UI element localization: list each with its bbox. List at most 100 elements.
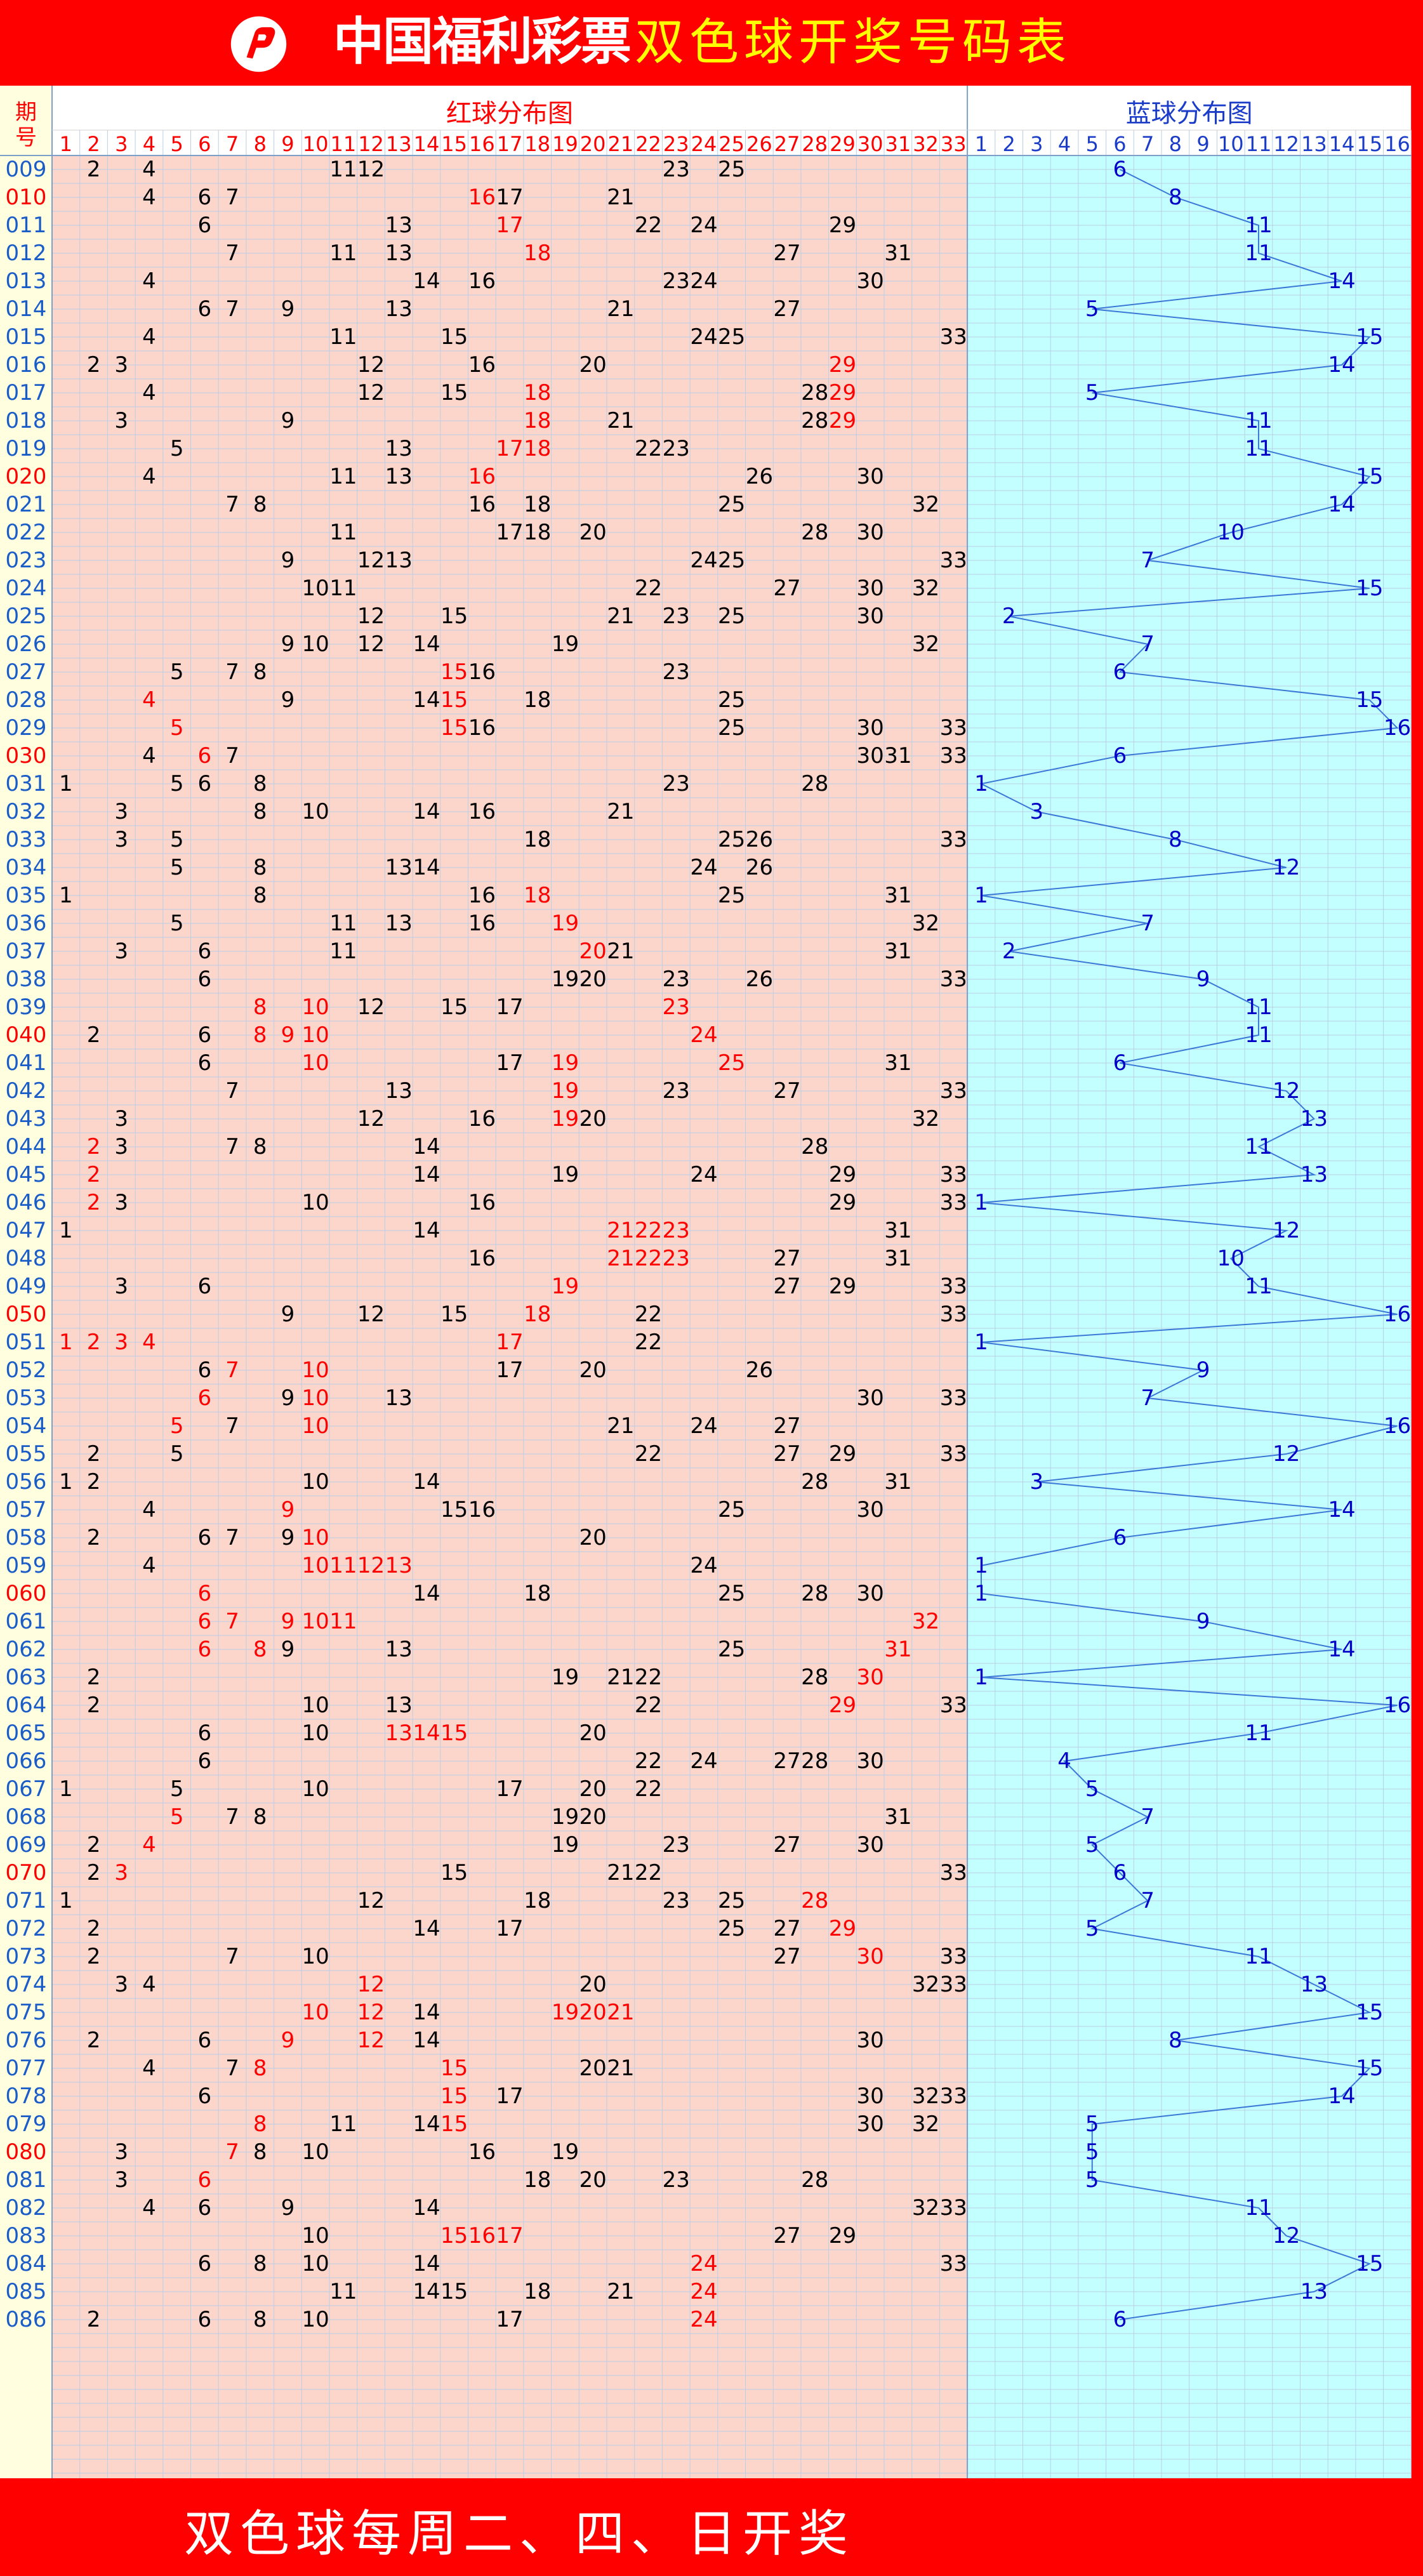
red-ball: 11 <box>329 911 357 936</box>
red-ball: 10 <box>302 2307 329 2332</box>
red-number-header: 9 <box>281 132 294 156</box>
red-ball: 21 <box>607 1218 634 1243</box>
blue-ball: 11 <box>1245 213 1272 238</box>
red-ball: 10 <box>302 631 329 657</box>
red-ball: 7 <box>225 1413 239 1439</box>
period-label: 079 <box>6 2111 47 2137</box>
red-ball: 33 <box>940 1078 967 1104</box>
red-ball: 29 <box>829 352 856 378</box>
red-ball: 2 <box>87 157 101 182</box>
blue-ball: 12 <box>1273 1218 1300 1243</box>
period-label: 049 <box>6 1274 47 1299</box>
red-ball: 7 <box>225 492 239 517</box>
period-label: 058 <box>6 1525 47 1550</box>
blue-ball: 14 <box>1328 1637 1355 1662</box>
red-ball: 31 <box>884 1050 911 1076</box>
red-ball: 7 <box>225 1944 239 1969</box>
red-number-header: 5 <box>170 132 183 156</box>
period-label: 012 <box>6 241 47 266</box>
red-ball: 5 <box>170 1413 184 1439</box>
red-ball: 7 <box>225 296 239 322</box>
blue-ball: 2 <box>1002 604 1016 629</box>
blue-ball: 9 <box>1196 1609 1210 1634</box>
red-ball: 20 <box>579 352 607 378</box>
period-label: 019 <box>6 436 47 461</box>
blue-ball: 8 <box>1168 2028 1182 2053</box>
red-ball: 23 <box>663 659 690 685</box>
red-ball: 6 <box>198 1385 212 1411</box>
red-ball: 18 <box>524 492 551 517</box>
red-ball: 14 <box>413 1162 440 1187</box>
blue-ball: 15 <box>1356 2251 1383 2276</box>
red-ball: 5 <box>170 659 184 685</box>
red-ball: 17 <box>496 2307 523 2332</box>
red-ball: 33 <box>940 2195 967 2221</box>
red-ball: 21 <box>607 2056 634 2081</box>
red-ball: 12 <box>357 1553 385 1578</box>
red-ball: 14 <box>413 2000 440 2025</box>
red-ball: 9 <box>281 1525 295 1550</box>
red-ball: 27 <box>773 576 800 601</box>
red-ball: 22 <box>635 1330 662 1355</box>
period-label: 051 <box>6 1330 47 1355</box>
red-ball: 25 <box>718 548 745 573</box>
red-ball: 23 <box>663 2167 690 2193</box>
red-number-header: 30 <box>857 132 884 156</box>
red-ball: 16 <box>468 1497 496 1522</box>
period-label: 070 <box>6 1860 47 1886</box>
red-ball: 14 <box>413 268 440 294</box>
red-ball: 26 <box>746 1357 773 1383</box>
red-ball: 17 <box>496 1050 523 1076</box>
red-ball: 6 <box>198 2028 212 2053</box>
red-ball: 12 <box>357 994 385 1020</box>
red-ball: 4 <box>142 1832 156 1858</box>
red-ball: 11 <box>329 1609 357 1634</box>
red-number-header: 22 <box>635 132 661 156</box>
period-column-bg <box>0 86 52 2478</box>
red-ball: 15 <box>440 687 468 713</box>
red-ball: 33 <box>940 1944 967 1969</box>
red-ball: 27 <box>773 1748 800 1774</box>
blue-ball: 13 <box>1301 2279 1328 2304</box>
period-label: 037 <box>6 939 47 964</box>
red-ball: 27 <box>773 1441 800 1467</box>
red-number-header: 19 <box>552 132 578 156</box>
red-ball: 6 <box>198 1022 212 1048</box>
period-label: 077 <box>6 2056 47 2081</box>
blue-ball: 6 <box>1113 659 1127 685</box>
blue-ball: 15 <box>1356 576 1383 601</box>
red-ball: 3 <box>114 352 128 378</box>
red-number-header: 14 <box>414 132 440 156</box>
red-ball: 20 <box>579 2000 607 2025</box>
red-ball: 22 <box>635 1748 662 1774</box>
period-label: 050 <box>6 1302 47 1327</box>
red-ball: 18 <box>524 380 551 406</box>
red-ball: 29 <box>829 408 856 433</box>
red-ball: 16 <box>468 799 496 824</box>
red-ball: 8 <box>253 2056 267 2081</box>
blue-ball: 7 <box>1141 1385 1155 1411</box>
red-ball: 32 <box>912 631 939 657</box>
red-ball: 2 <box>87 1525 101 1550</box>
red-ball: 24 <box>690 1413 717 1439</box>
red-ball: 7 <box>225 659 239 685</box>
blue-number-header: 1 <box>975 132 988 156</box>
red-ball: 10 <box>302 1525 329 1550</box>
period-label: 022 <box>6 520 47 545</box>
red-ball: 23 <box>663 1832 690 1858</box>
red-ball: 6 <box>198 1748 212 1774</box>
red-ball: 10 <box>302 1385 329 1411</box>
blue-ball: 5 <box>1085 1916 1099 1941</box>
period-label: 084 <box>6 2251 47 2276</box>
red-ball: 9 <box>281 2195 295 2221</box>
red-ball: 3 <box>114 2167 128 2193</box>
red-ball: 29 <box>829 1916 856 1941</box>
blue-ball: 1 <box>974 1190 988 1215</box>
red-ball: 1 <box>59 1330 73 1355</box>
red-ball: 14 <box>413 1134 440 1159</box>
period-label: 045 <box>6 1162 47 1187</box>
red-ball: 15 <box>440 2223 468 2249</box>
red-ball: 14 <box>413 2195 440 2221</box>
red-ball: 23 <box>663 771 690 796</box>
red-ball: 22 <box>635 1246 662 1271</box>
